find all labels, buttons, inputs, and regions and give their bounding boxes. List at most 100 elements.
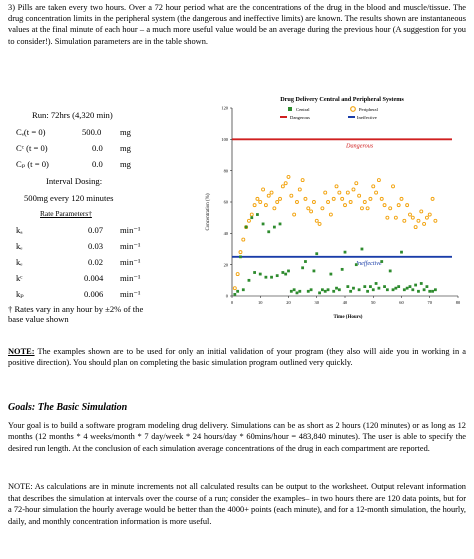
x-tick-label: 50 [371, 300, 376, 305]
central-point [431, 289, 434, 293]
peripheral-point [314, 218, 319, 223]
rate-label-4: kₚ [16, 289, 24, 299]
peripheral-point [391, 184, 395, 189]
central-point [385, 288, 389, 292]
central-point [233, 293, 237, 296]
peripheral-point [357, 193, 362, 198]
central-point [236, 289, 240, 293]
peripheral-point [371, 184, 376, 189]
init-label-1: Cᶜ (t = 0) [16, 143, 48, 153]
init-label-0: Cₑ(t = 0) [16, 127, 46, 137]
peripheral-point [252, 203, 257, 208]
peripheral-point [283, 181, 288, 186]
peripheral-point [433, 218, 438, 223]
central-point [400, 250, 403, 254]
peripheral-point [348, 200, 353, 204]
drug-delivery-chart: Drug Delivery Central and Peripheral Sys… [206, 96, 461, 320]
y-tick-label: 60 [224, 200, 229, 205]
peripheral-point [337, 190, 342, 195]
note-paragraph: NOTE: The examples shown are to be used … [8, 346, 466, 368]
peripheral-point [280, 184, 285, 189]
rate-value-3: 0.004 [84, 273, 104, 283]
central-point [309, 288, 313, 292]
peripheral-point [374, 190, 379, 195]
run-length: Run: 72hrs (4,320 min) [32, 110, 113, 120]
init-unit-0: mg [120, 127, 131, 137]
legend-central-marker [288, 107, 292, 111]
goals-heading: Goals: The Basic Simulation [8, 402, 128, 413]
rate-label-1: kₑ [16, 241, 23, 251]
central-point [377, 286, 381, 290]
peripheral-point [396, 203, 401, 208]
peripheral-point [359, 206, 364, 211]
peripheral-point [422, 221, 427, 226]
rate-value-2: 0.02 [88, 257, 104, 267]
central-point [301, 266, 305, 270]
peripheral-point [295, 200, 299, 204]
dangerous-label: Dangerous [345, 142, 374, 149]
peripheral-point [309, 209, 314, 214]
central-point [422, 288, 426, 292]
goals-paragraph: Your goal is to build a software program… [8, 421, 466, 453]
rate-unit-2: min⁻¹ [120, 257, 141, 267]
peripheral-point [292, 212, 297, 217]
central-point [405, 286, 409, 290]
central-point [371, 288, 375, 292]
peripheral-point [261, 187, 266, 192]
central-point [329, 272, 333, 276]
series-central [233, 213, 437, 296]
peripheral-point [286, 174, 291, 179]
central-point [304, 260, 307, 263]
peripheral-point [331, 196, 336, 201]
x-tick-label: 80 [456, 300, 461, 305]
peripheral-point [419, 209, 424, 214]
peripheral-point [232, 286, 237, 291]
central-point [239, 255, 242, 259]
peripheral-point [238, 250, 243, 255]
legend-central-label: Central [296, 107, 310, 112]
central-point [354, 263, 358, 267]
x-tick-label: 40 [343, 300, 348, 305]
peripheral-point [323, 190, 328, 195]
central-point [272, 225, 276, 229]
central-point [244, 225, 248, 229]
peripheral-point [275, 200, 280, 204]
peripheral-point [249, 212, 254, 217]
y-tick-label: 120 [221, 106, 228, 111]
central-point [419, 282, 423, 285]
central-point [380, 260, 384, 263]
central-point [408, 285, 412, 288]
x-tick-label: 20 [286, 300, 291, 305]
central-point [346, 285, 350, 288]
central-point [270, 275, 273, 279]
central-point [323, 289, 327, 293]
peripheral-point [402, 218, 407, 223]
central-point [278, 222, 282, 226]
central-point [295, 291, 299, 295]
peripheral-point [328, 212, 333, 217]
y-tick-label: 20 [224, 262, 229, 267]
peripheral-point [289, 193, 294, 198]
central-point [264, 275, 268, 279]
central-point [256, 213, 259, 216]
central-point [428, 289, 432, 293]
central-point [434, 288, 437, 292]
central-point [397, 285, 401, 288]
central-point [343, 250, 347, 254]
central-point [315, 252, 319, 256]
peripheral-point [269, 190, 274, 195]
central-point [374, 282, 378, 285]
central-point [417, 289, 420, 293]
central-point [326, 288, 330, 292]
peripheral-point [376, 178, 381, 183]
central-point [247, 278, 251, 282]
peripheral-point [306, 206, 311, 211]
rate-unit-1: min⁻¹ [120, 241, 141, 251]
central-point [281, 271, 285, 274]
peripheral-point [343, 203, 347, 208]
y-tick-label: 40 [224, 231, 229, 236]
peripheral-point [326, 200, 331, 204]
peripheral-point [255, 196, 260, 201]
init-value-1: 0.0 [92, 143, 103, 153]
peripheral-point [410, 215, 415, 220]
